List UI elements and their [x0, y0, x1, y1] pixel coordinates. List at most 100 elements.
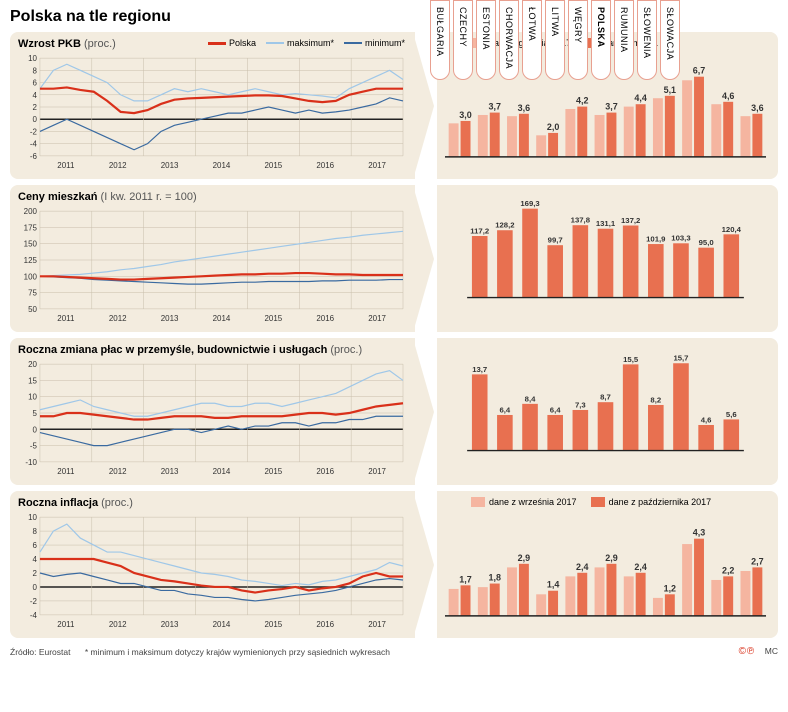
svg-text:0: 0 — [33, 583, 38, 592]
svg-text:0: 0 — [33, 425, 38, 434]
svg-text:8,2: 8,2 — [650, 395, 661, 404]
svg-text:1,4: 1,4 — [547, 580, 559, 590]
line-chart-title: Ceny mieszkań (I kw. 2011 r. = 100) — [18, 191, 407, 203]
svg-text:2,4: 2,4 — [576, 562, 588, 572]
svg-text:75: 75 — [28, 289, 37, 298]
footer-note: * minimum i maksimum dotyczy krajów wymi… — [85, 647, 390, 657]
svg-text:2013: 2013 — [161, 620, 179, 629]
svg-text:15,7: 15,7 — [673, 354, 688, 363]
svg-text:6: 6 — [33, 79, 38, 88]
footer-cc: ©℗ — [739, 646, 756, 657]
svg-text:2012: 2012 — [109, 467, 127, 476]
svg-text:5: 5 — [33, 409, 38, 418]
svg-text:2014: 2014 — [213, 620, 231, 629]
svg-text:175: 175 — [24, 223, 38, 232]
svg-text:150: 150 — [24, 240, 38, 249]
svg-text:95,0: 95,0 — [699, 238, 714, 247]
svg-text:4: 4 — [33, 555, 38, 564]
svg-text:2013: 2013 — [161, 467, 179, 476]
svg-text:3,6: 3,6 — [751, 103, 763, 113]
svg-text:5,1: 5,1 — [664, 85, 676, 95]
country-tab: CZECHY — [453, 0, 473, 80]
svg-text:-4: -4 — [30, 140, 38, 149]
svg-text:2,0: 2,0 — [547, 122, 559, 132]
country-tab: POLSKA — [591, 0, 611, 80]
line-chart: 5075100125150175200201120122013201420152… — [18, 205, 407, 323]
svg-text:3,0: 3,0 — [459, 110, 471, 120]
svg-text:2011: 2011 — [57, 161, 75, 170]
svg-text:2017: 2017 — [368, 161, 386, 170]
svg-text:2014: 2014 — [213, 314, 231, 323]
svg-text:-2: -2 — [30, 597, 38, 606]
svg-text:-4: -4 — [30, 611, 38, 620]
svg-text:15: 15 — [28, 376, 37, 385]
line-chart-title: Roczna zmiana płac w przemyśle, budownic… — [18, 344, 407, 356]
svg-text:8,7: 8,7 — [600, 393, 611, 402]
svg-text:2016: 2016 — [316, 161, 334, 170]
svg-text:0: 0 — [33, 115, 38, 124]
svg-text:2016: 2016 — [316, 314, 334, 323]
svg-text:2017: 2017 — [368, 467, 386, 476]
svg-text:131,1: 131,1 — [596, 219, 616, 228]
line-chart-title: Roczna inflacja (proc.) — [18, 497, 407, 509]
svg-text:3,6: 3,6 — [518, 103, 530, 113]
svg-text:99,7: 99,7 — [548, 236, 563, 245]
svg-text:6,7: 6,7 — [693, 66, 705, 76]
svg-text:120,4: 120,4 — [722, 225, 742, 234]
svg-text:1,2: 1,2 — [664, 583, 676, 593]
svg-text:8: 8 — [33, 66, 38, 75]
svg-text:125: 125 — [24, 256, 38, 265]
svg-text:6: 6 — [33, 541, 38, 550]
svg-text:2,9: 2,9 — [518, 553, 530, 563]
svg-text:-5: -5 — [30, 442, 38, 451]
svg-text:50: 50 — [28, 305, 37, 314]
svg-text:2017: 2017 — [368, 620, 386, 629]
country-tab: SŁOWACJA — [660, 0, 680, 80]
svg-text:200: 200 — [24, 207, 38, 216]
svg-text:2015: 2015 — [264, 314, 282, 323]
line-chart: -6-4-20246810201120122013201420152016201… — [18, 52, 407, 170]
country-tab: WĘGRY — [568, 0, 588, 80]
line-chart: -4-202468102011201220132014201520162017 — [18, 511, 407, 629]
footer-author: MC — [765, 646, 778, 656]
svg-text:117,2: 117,2 — [470, 226, 489, 235]
svg-text:5,6: 5,6 — [726, 410, 737, 419]
country-tab: LITWA — [545, 0, 565, 80]
svg-text:2016: 2016 — [316, 467, 334, 476]
svg-text:137,8: 137,8 — [571, 216, 591, 225]
bar-chart: 117,2128,2169,399,7137,8131,1137,2101,91… — [441, 191, 770, 301]
svg-text:10: 10 — [28, 54, 37, 63]
svg-text:13,7: 13,7 — [472, 365, 487, 374]
svg-text:2: 2 — [33, 569, 38, 578]
svg-text:4: 4 — [33, 91, 38, 100]
svg-text:-6: -6 — [30, 152, 38, 161]
svg-text:137,2: 137,2 — [621, 216, 640, 225]
svg-text:2014: 2014 — [213, 467, 231, 476]
svg-text:2,7: 2,7 — [751, 556, 763, 566]
footer: Źródło: Eurostat * minimum i maksimum do… — [0, 642, 788, 663]
bar-chart: 13,76,48,46,47,38,715,58,215,74,65,6 — [441, 344, 770, 454]
country-tabs: BUŁGARIACZECHYESTONIACHORWACJAŁOTWALITWA… — [430, 0, 680, 80]
svg-text:6,4: 6,4 — [500, 405, 511, 414]
svg-text:10: 10 — [28, 513, 37, 522]
svg-text:2014: 2014 — [213, 161, 231, 170]
svg-text:3,7: 3,7 — [488, 102, 500, 112]
svg-text:100: 100 — [24, 272, 38, 281]
svg-text:4,2: 4,2 — [576, 96, 588, 106]
svg-text:2011: 2011 — [57, 620, 75, 629]
svg-text:6,4: 6,4 — [550, 405, 561, 414]
svg-text:2: 2 — [33, 103, 38, 112]
svg-text:7,3: 7,3 — [575, 400, 586, 409]
country-tab: RUMUNIA — [614, 0, 634, 80]
svg-text:2017: 2017 — [368, 314, 386, 323]
country-tab: ŁOTWA — [522, 0, 542, 80]
svg-text:8: 8 — [33, 527, 38, 536]
svg-text:2,9: 2,9 — [605, 553, 617, 563]
line-chart: -10-505101520201120122013201420152016201… — [18, 358, 407, 476]
svg-text:2013: 2013 — [161, 161, 179, 170]
svg-text:2011: 2011 — [57, 467, 75, 476]
svg-text:2012: 2012 — [109, 620, 127, 629]
country-tab: SŁOWENIA — [637, 0, 657, 80]
svg-text:103,3: 103,3 — [671, 234, 691, 243]
svg-text:2011: 2011 — [57, 314, 75, 323]
